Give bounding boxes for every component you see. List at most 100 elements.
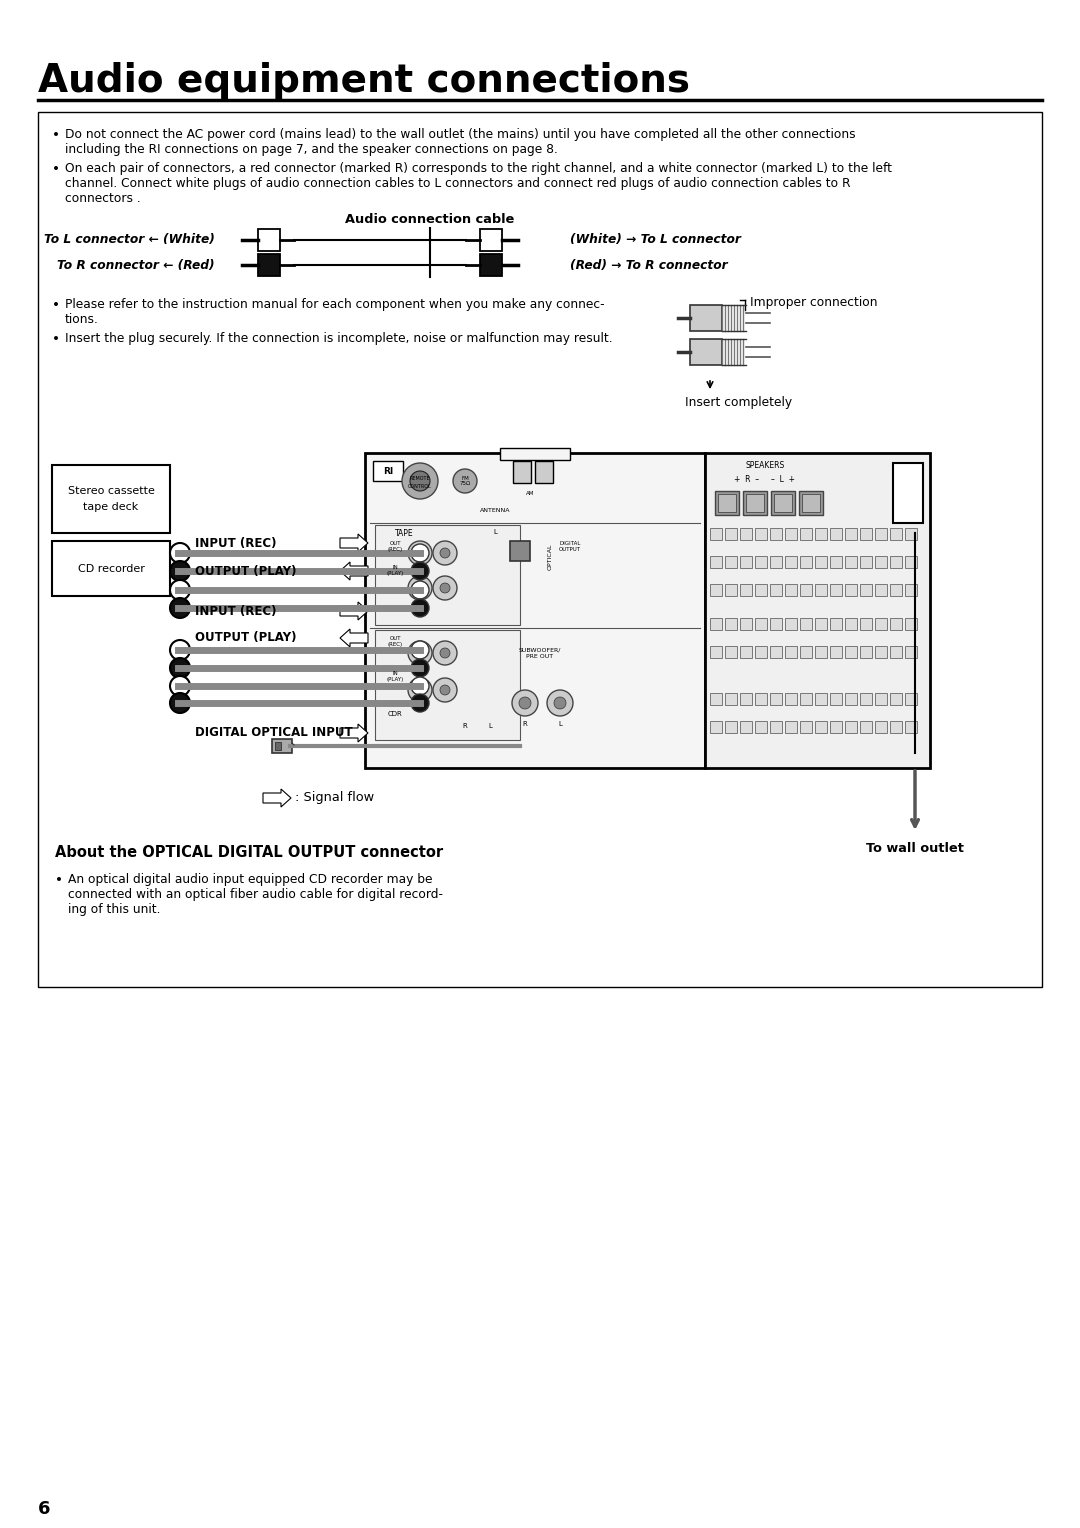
Bar (725, 694, 737, 704)
Bar (710, 556, 723, 568)
Bar (740, 646, 752, 659)
Circle shape (440, 584, 450, 593)
Bar (770, 556, 782, 568)
Bar (905, 529, 917, 539)
Bar (890, 694, 902, 704)
Bar (890, 646, 902, 659)
Text: To wall outlet: To wall outlet (866, 842, 964, 856)
Circle shape (415, 685, 426, 695)
Bar (831, 646, 842, 659)
Bar (815, 556, 827, 568)
Bar (740, 694, 752, 704)
Bar (710, 721, 723, 733)
Circle shape (408, 678, 432, 701)
Bar (890, 721, 902, 733)
Polygon shape (340, 533, 368, 552)
Bar (800, 646, 812, 659)
Bar (725, 529, 737, 539)
Bar (785, 529, 797, 539)
Bar (860, 694, 872, 704)
Circle shape (170, 597, 190, 617)
Bar (815, 721, 827, 733)
Bar (860, 529, 872, 539)
Circle shape (408, 576, 432, 601)
Bar (725, 721, 737, 733)
Text: FM
75Ω: FM 75Ω (459, 475, 471, 486)
Circle shape (170, 659, 190, 678)
Bar (705, 452, 930, 769)
Bar (815, 617, 827, 630)
Bar (535, 461, 553, 483)
Bar (740, 617, 752, 630)
Bar (800, 721, 812, 733)
Bar (690, 339, 723, 365)
Circle shape (519, 697, 531, 709)
Bar (890, 556, 902, 568)
Bar (875, 529, 887, 539)
Circle shape (411, 599, 429, 617)
Text: Insert the plug securely. If the connection is incomplete, noise or malfunction : Insert the plug securely. If the connect… (65, 332, 612, 345)
Bar (815, 584, 827, 596)
Text: L: L (488, 723, 491, 729)
Bar (770, 584, 782, 596)
Text: CONTROL: CONTROL (408, 483, 432, 489)
Text: 6: 6 (38, 1500, 51, 1517)
Bar (890, 584, 902, 596)
Text: ing of this unit.: ing of this unit. (68, 903, 161, 915)
Text: R: R (523, 721, 527, 727)
Bar (860, 584, 872, 596)
Bar (831, 529, 842, 539)
Bar (52, 465, 170, 533)
Bar (875, 646, 887, 659)
Bar (710, 529, 723, 539)
Text: +  R  –     –  L  +: + R – – L + (734, 475, 796, 484)
Bar (375, 630, 519, 740)
Text: (Red) → To R connector: (Red) → To R connector (570, 258, 728, 272)
Bar (52, 541, 170, 596)
Text: An optical digital audio input equipped CD recorder may be: An optical digital audio input equipped … (68, 872, 432, 886)
Circle shape (415, 648, 426, 659)
Bar (800, 556, 812, 568)
Circle shape (433, 642, 457, 665)
Text: DIGITAL OPTICAL INPUT: DIGITAL OPTICAL INPUT (195, 726, 353, 740)
Text: IN
(PLAY): IN (PLAY) (387, 565, 404, 576)
Text: OPTICAL: OPTICAL (548, 542, 553, 570)
Bar (799, 490, 823, 515)
Polygon shape (340, 724, 368, 743)
Bar (718, 494, 735, 512)
Bar (845, 529, 858, 539)
Circle shape (408, 642, 432, 665)
Circle shape (170, 581, 190, 601)
Bar (802, 494, 820, 512)
Bar (275, 743, 281, 750)
Bar (710, 694, 723, 704)
Text: On each pair of connectors, a red connector (marked R) corresponds to the right : On each pair of connectors, a red connec… (65, 162, 892, 176)
Circle shape (546, 691, 573, 717)
Bar (815, 694, 827, 704)
Circle shape (453, 469, 477, 494)
Text: tape deck: tape deck (83, 503, 138, 512)
Text: SUBWOOFER/
PRE OUT: SUBWOOFER/ PRE OUT (518, 648, 562, 659)
Bar (845, 646, 858, 659)
Bar (755, 617, 767, 630)
Text: Insert completely: Insert completely (685, 396, 792, 410)
Text: To R connector ← (Red): To R connector ← (Red) (57, 258, 215, 272)
Circle shape (411, 642, 429, 659)
Text: L: L (558, 721, 562, 727)
Bar (725, 556, 737, 568)
Bar (746, 494, 764, 512)
Text: •: • (52, 162, 60, 176)
Text: IN
(PLAY): IN (PLAY) (387, 671, 404, 681)
Text: AM: AM (526, 490, 535, 497)
Bar (875, 694, 887, 704)
Circle shape (402, 463, 438, 500)
Bar (831, 556, 842, 568)
Text: ANTENNA: ANTENNA (480, 507, 510, 513)
Bar (800, 694, 812, 704)
Bar (905, 721, 917, 733)
Text: •: • (52, 332, 60, 345)
Text: Improper connection: Improper connection (750, 296, 877, 309)
Bar (770, 694, 782, 704)
Text: connected with an optical fiber audio cable for digital record-: connected with an optical fiber audio ca… (68, 888, 443, 902)
Bar (785, 646, 797, 659)
